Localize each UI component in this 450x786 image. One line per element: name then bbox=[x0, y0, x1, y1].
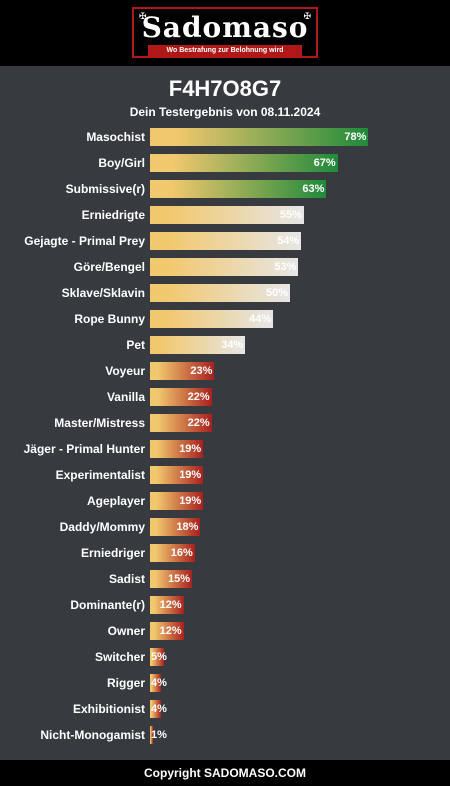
category-label: Dominante(r) bbox=[70, 598, 145, 612]
value-label: 50% bbox=[266, 287, 289, 299]
result-bar bbox=[150, 154, 338, 172]
category-label: Sadist bbox=[108, 572, 145, 586]
result-bar bbox=[150, 258, 299, 276]
result-bar bbox=[150, 388, 212, 406]
value-label: 5% bbox=[151, 651, 167, 663]
result-bar bbox=[150, 206, 304, 224]
category-label: Ageplayer bbox=[86, 494, 145, 508]
result-bar bbox=[150, 518, 201, 536]
value-label: 44% bbox=[249, 313, 272, 325]
result-bar bbox=[150, 622, 184, 640]
result-panel: F4H7O8G7 Dein Testergebnis von 08.11.202… bbox=[0, 66, 450, 760]
value-label: 19% bbox=[179, 495, 202, 507]
value-label: 34% bbox=[221, 339, 244, 351]
page-title: F4H7O8G7 bbox=[168, 76, 282, 101]
category-label: Rope Bunny bbox=[74, 312, 145, 326]
category-label: Erniedriger bbox=[80, 546, 145, 560]
cross-icon: ✠ bbox=[139, 11, 147, 21]
bar-chart: Masochist 78% Boy/Girl 67% Submissive(r) 63% E… bbox=[0, 66, 450, 760]
result-bar bbox=[150, 648, 164, 666]
value-label: 12% bbox=[159, 599, 182, 611]
footer-copyright: Copyright SADOMASO.COM bbox=[0, 760, 450, 786]
result-bar bbox=[150, 440, 204, 458]
result-bar bbox=[150, 466, 204, 484]
result-bar bbox=[150, 284, 290, 302]
value-label: 1% bbox=[151, 729, 167, 741]
result-bar bbox=[150, 310, 274, 328]
value-label: 4% bbox=[151, 703, 167, 715]
value-label: 55% bbox=[280, 209, 303, 221]
result-bar bbox=[150, 570, 192, 588]
result-bar bbox=[150, 180, 327, 198]
site-logo[interactable]: ✠ ✠ Sadomaso Wo Bestrafung zur Belohnung… bbox=[132, 7, 318, 58]
result-bar bbox=[150, 362, 215, 380]
category-label: Boy/Girl bbox=[98, 156, 145, 170]
value-label: 12% bbox=[159, 625, 182, 637]
result-bar bbox=[150, 726, 153, 744]
category-label: Nicht-Monogamist bbox=[40, 728, 145, 742]
category-label: Gejagte - Primal Prey bbox=[24, 234, 145, 248]
value-label: 53% bbox=[274, 261, 297, 273]
result-bar bbox=[150, 596, 184, 614]
category-label: Owner bbox=[107, 624, 145, 638]
category-label: Master/Mistress bbox=[54, 416, 145, 430]
result-bar bbox=[150, 700, 162, 718]
value-label: 16% bbox=[170, 547, 193, 559]
result-bar bbox=[150, 336, 246, 354]
category-label: Voyeur bbox=[105, 364, 145, 378]
category-label: Daddy/Mommy bbox=[59, 520, 145, 534]
value-label: 63% bbox=[302, 183, 325, 195]
cross-icon: ✠ bbox=[303, 11, 311, 21]
category-label: Rigger bbox=[106, 676, 145, 690]
value-label: 15% bbox=[168, 573, 191, 585]
result-bar bbox=[150, 232, 302, 250]
page-subtitle: Dein Testergebnis von 08.11.2024 bbox=[129, 105, 321, 119]
category-label: Pet bbox=[126, 338, 145, 352]
category-label: Göre/Bengel bbox=[73, 260, 145, 274]
category-label: Experimentalist bbox=[55, 468, 145, 482]
value-label: 22% bbox=[187, 417, 210, 429]
value-label: 4% bbox=[151, 677, 167, 689]
result-bar bbox=[150, 414, 212, 432]
category-label: Exhibitionist bbox=[73, 702, 145, 716]
value-label: 67% bbox=[313, 157, 336, 169]
value-label: 78% bbox=[344, 131, 367, 143]
value-label: 23% bbox=[190, 365, 213, 377]
site-header: ✠ ✠ Sadomaso Wo Bestrafung zur Belohnung… bbox=[0, 0, 450, 66]
logo-subtitle: Wo Bestrafung zur Belohnung wird bbox=[148, 45, 302, 56]
category-label: Jäger - Primal Hunter bbox=[23, 442, 145, 456]
result-bar bbox=[150, 128, 369, 146]
category-label: Submissive(r) bbox=[65, 182, 145, 196]
value-label: 54% bbox=[277, 235, 300, 247]
category-label: Sklave/Sklavin bbox=[61, 286, 145, 300]
category-label: Erniedrigte bbox=[81, 208, 145, 222]
category-label: Masochist bbox=[86, 130, 145, 144]
category-label: Switcher bbox=[94, 650, 145, 664]
value-label: 18% bbox=[176, 521, 199, 533]
value-label: 19% bbox=[179, 443, 202, 455]
category-label: Vanilla bbox=[106, 390, 145, 404]
value-label: 19% bbox=[179, 469, 202, 481]
value-label: 22% bbox=[187, 391, 210, 403]
result-bar bbox=[150, 492, 204, 510]
result-bar bbox=[150, 544, 195, 562]
result-bar bbox=[150, 674, 162, 692]
logo-text: Sadomaso bbox=[141, 11, 309, 44]
